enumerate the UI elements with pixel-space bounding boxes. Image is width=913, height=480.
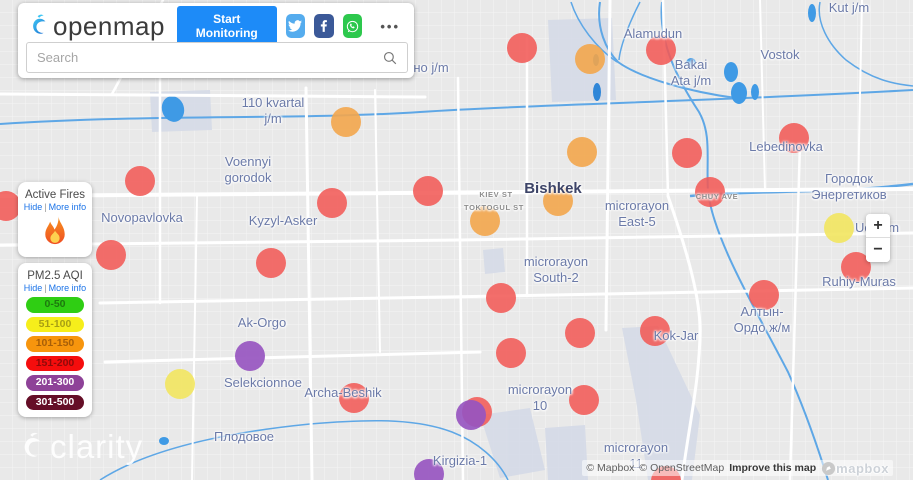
- active-fires-hide-link[interactable]: Hide: [23, 202, 43, 212]
- aqi-marker-yellow[interactable]: [824, 213, 854, 243]
- logo-text: openmap: [53, 10, 165, 41]
- active-fires-more-info-link[interactable]: More info: [48, 202, 87, 212]
- osm-attribution-link[interactable]: © OpenStreetMap: [639, 462, 725, 474]
- aqi-marker-red[interactable]: [317, 188, 347, 218]
- aqi-marker-red[interactable]: [672, 138, 702, 168]
- logo-row: openmap Start Monitoring •••: [28, 6, 406, 46]
- aqi-scale-segment-151-200: 151-200: [26, 355, 84, 371]
- twitter-icon: [288, 20, 303, 32]
- pm25-more-info-link[interactable]: More info: [48, 283, 87, 293]
- whatsapp-icon: [346, 20, 359, 32]
- aqi-scale-segment-201-300: 201-300: [26, 375, 84, 391]
- mapbox-logo: mapbox: [821, 461, 889, 476]
- aqi-marker-red[interactable]: [496, 338, 526, 368]
- active-fires-panel: Active Fires Hide | More info: [18, 182, 92, 257]
- aqi-scale-segment-0-50: 0-50: [26, 297, 84, 313]
- aqi-marker-red[interactable]: [0, 191, 21, 221]
- aqi-marker-red[interactable]: [96, 240, 126, 270]
- aqi-marker-red[interactable]: [695, 177, 725, 207]
- aqi-marker-red[interactable]: [507, 33, 537, 63]
- aqi-marker-red[interactable]: [749, 280, 779, 310]
- whatsapp-button[interactable]: [342, 14, 363, 38]
- aqi-marker-purple[interactable]: [414, 459, 444, 480]
- facebook-button[interactable]: [314, 14, 334, 38]
- aqi-marker-red[interactable]: [256, 248, 286, 278]
- active-fires-title: Active Fires: [24, 189, 86, 201]
- mapbox-logo-icon: [822, 461, 836, 475]
- map-attribution: © Mapbox © OpenStreetMap Improve this ma…: [582, 460, 893, 476]
- aqi-marker-red[interactable]: [339, 383, 369, 413]
- pm25-hide-link[interactable]: Hide: [23, 283, 43, 293]
- openmap-logo-icon: [33, 14, 46, 34]
- aqi-marker-red[interactable]: [125, 166, 155, 196]
- aqi-marker-orange[interactable]: [575, 44, 605, 74]
- aqi-marker-orange[interactable]: [567, 137, 597, 167]
- start-monitoring-button[interactable]: Start Monitoring: [176, 6, 277, 46]
- openmap-logo[interactable]: openmap: [28, 11, 165, 42]
- facebook-icon: [320, 20, 327, 32]
- aqi-marker-purple[interactable]: [235, 341, 265, 371]
- aqi-marker-red[interactable]: [640, 316, 670, 346]
- pm25-aqi-title: PM2.5 AQI: [27, 270, 83, 282]
- aqi-scale: 0-50 51-100 101-150 151-200 201-300 301-500: [18, 297, 92, 410]
- search-box: [26, 42, 408, 73]
- zoom-out-button[interactable]: −: [866, 238, 890, 262]
- zoom-control: + −: [866, 214, 890, 262]
- aqi-marker-red[interactable]: [646, 35, 676, 65]
- aqi-scale-segment-301-500: 301-500: [26, 394, 84, 410]
- aqi-marker-orange[interactable]: [331, 107, 361, 137]
- search-input[interactable]: [27, 50, 382, 65]
- header-card: openmap Start Monitoring •••: [18, 3, 414, 78]
- aqi-scale-segment-101-150: 101-150: [26, 336, 84, 352]
- search-icon[interactable]: [382, 50, 398, 66]
- aqi-marker-orange[interactable]: [543, 186, 573, 216]
- aqi-marker-red[interactable]: [486, 283, 516, 313]
- aqi-scale-segment-51-100: 51-100: [26, 316, 84, 332]
- aqi-marker-red[interactable]: [413, 176, 443, 206]
- aqi-marker-red[interactable]: [569, 385, 599, 415]
- aqi-marker-red[interactable]: [565, 318, 595, 348]
- aqi-marker-purple[interactable]: [456, 400, 486, 430]
- pm25-aqi-panel: PM2.5 AQI Hide | More info 0-50 51-100 101-1…: [18, 263, 92, 417]
- twitter-button[interactable]: [285, 14, 306, 38]
- aqi-marker-red[interactable]: [779, 123, 809, 153]
- aqi-marker-orange[interactable]: [470, 206, 500, 236]
- mapbox-attribution-link[interactable]: © Mapbox: [586, 462, 635, 474]
- zoom-in-button[interactable]: +: [866, 214, 890, 238]
- aqi-marker-yellow[interactable]: [165, 369, 195, 399]
- more-options-button[interactable]: •••: [374, 18, 406, 35]
- improve-map-link[interactable]: Improve this map: [729, 462, 817, 474]
- fire-icon: [45, 216, 65, 245]
